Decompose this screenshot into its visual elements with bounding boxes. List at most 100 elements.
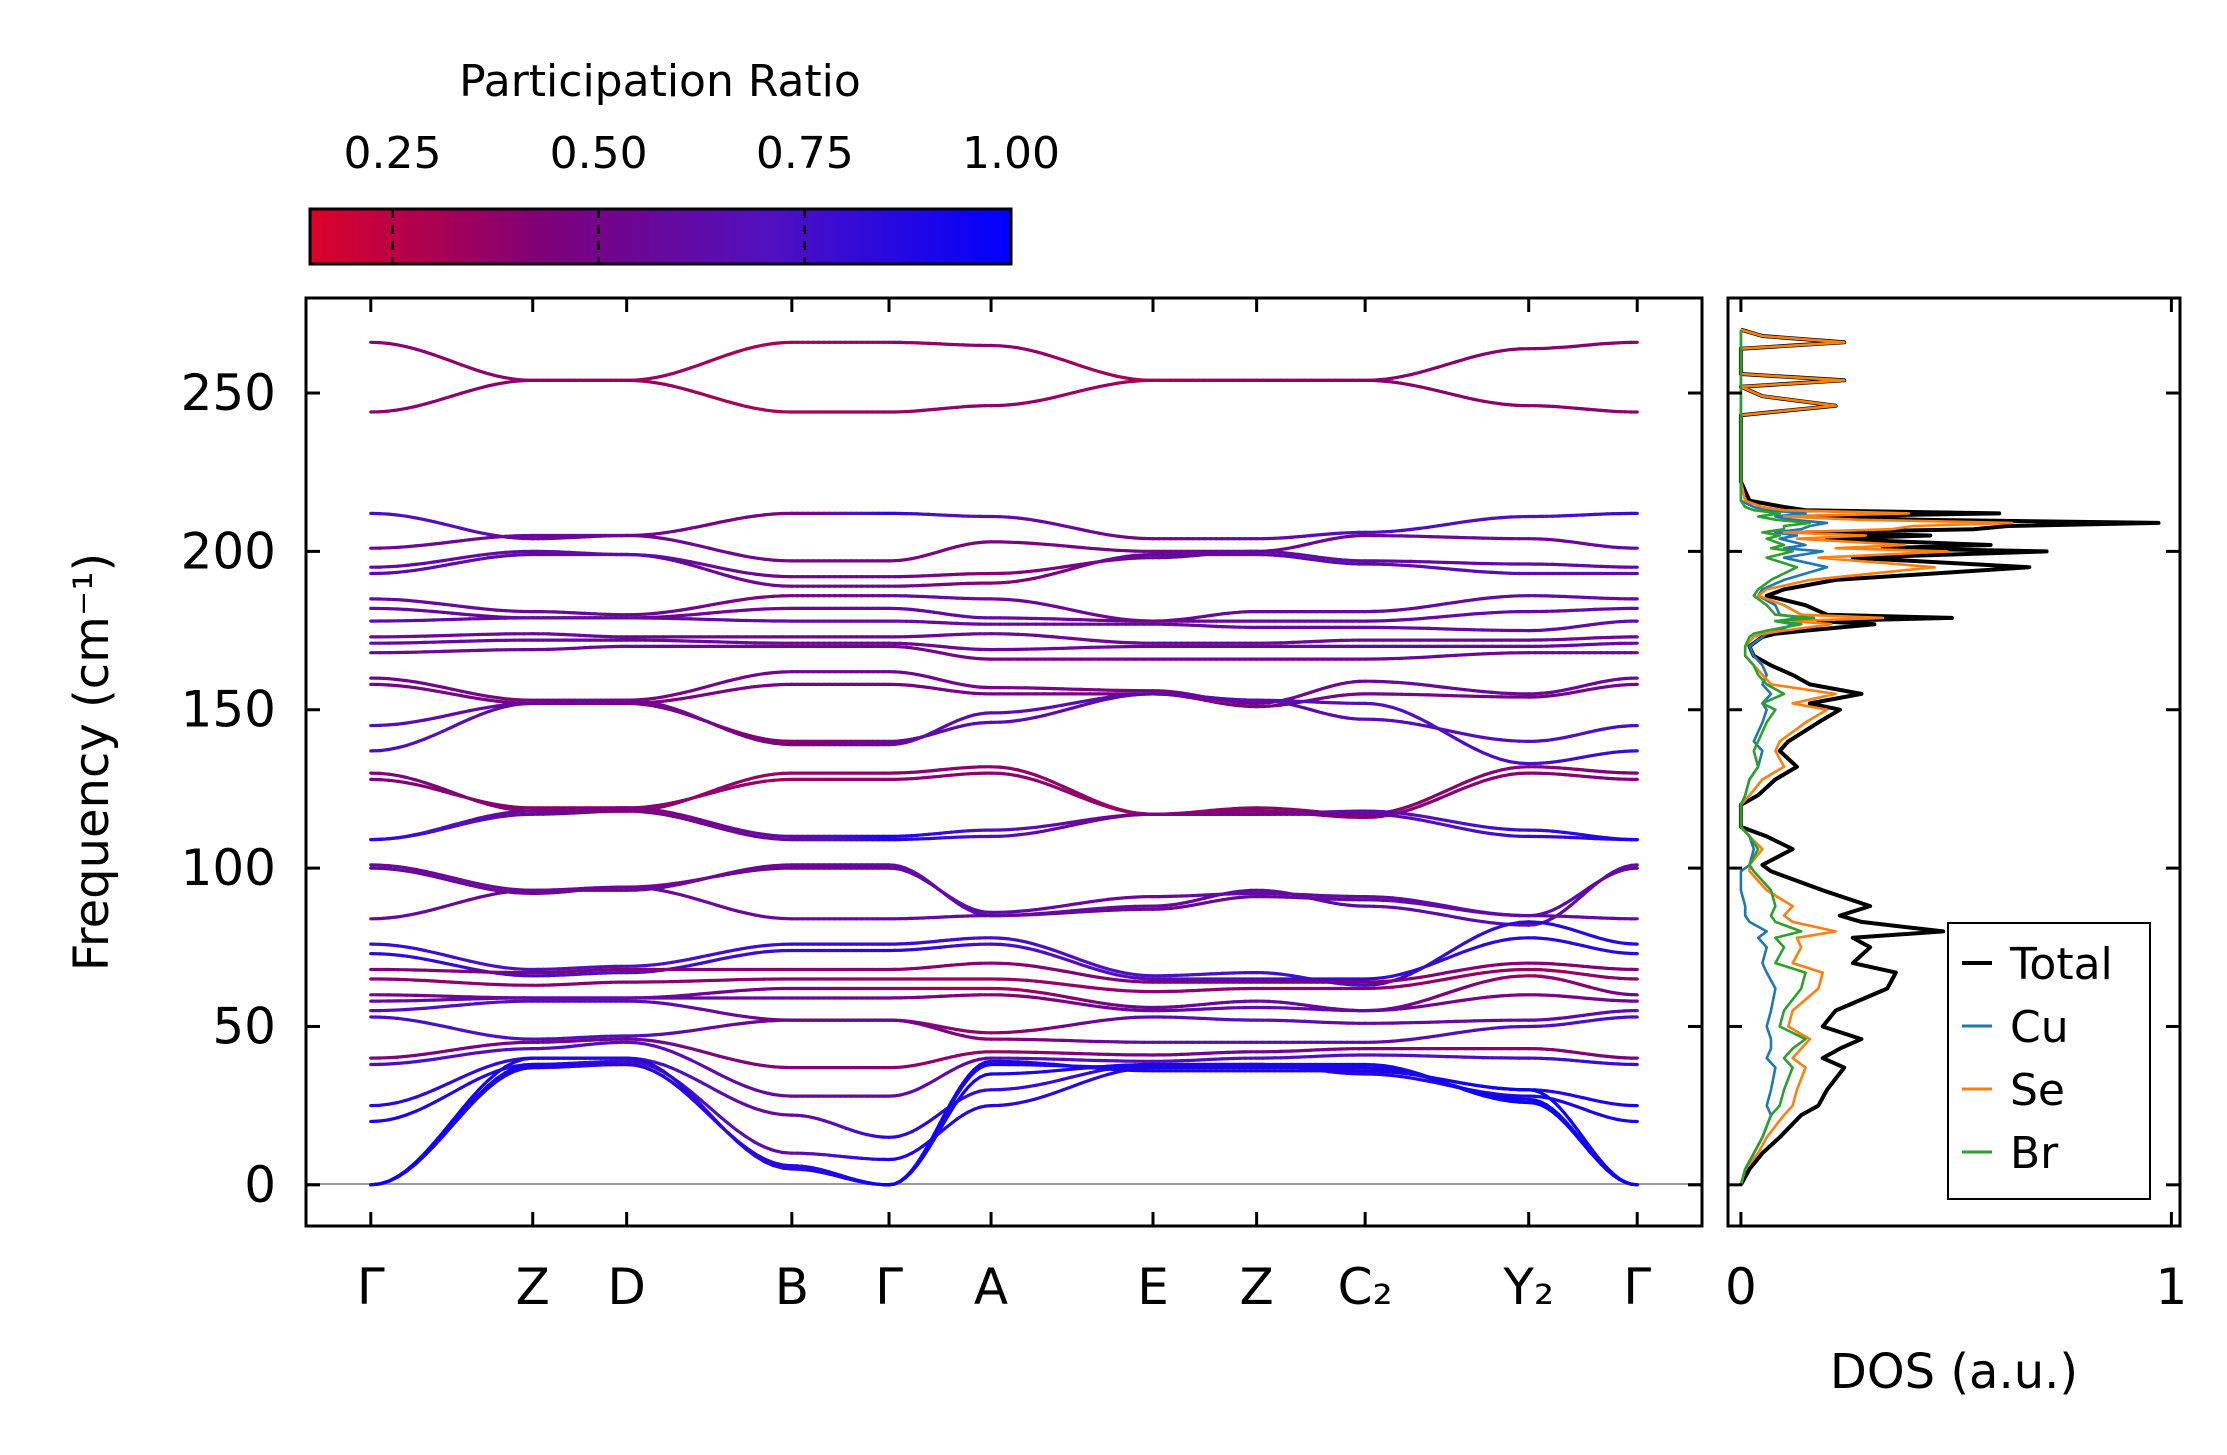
band-segment bbox=[1463, 782, 1476, 790]
band-segment bbox=[1436, 951, 1449, 961]
band-segment bbox=[1408, 800, 1422, 808]
band-segment bbox=[1061, 784, 1074, 793]
band-segment bbox=[1490, 754, 1504, 762]
band-segment bbox=[1070, 788, 1083, 797]
band-segment bbox=[1454, 786, 1467, 794]
band-b137 bbox=[369, 692, 1639, 766]
colorbar-tick-label: 0.50 bbox=[550, 128, 648, 179]
band-segment bbox=[1070, 792, 1083, 799]
band-segment bbox=[707, 356, 721, 363]
colorbar-tick-label: 0.25 bbox=[343, 128, 441, 179]
band-b182 bbox=[369, 606, 1639, 623]
band-segment bbox=[1034, 773, 1047, 781]
band-b195 bbox=[369, 549, 1639, 579]
band-opt-244 bbox=[369, 378, 1639, 414]
band-segment bbox=[1061, 788, 1074, 796]
band-segment bbox=[1436, 793, 1449, 801]
band-segment bbox=[1427, 797, 1440, 805]
band-segment bbox=[1472, 773, 1485, 781]
colorbar-title: Participation Ratio bbox=[459, 56, 861, 107]
band-segment bbox=[414, 737, 427, 745]
band-segment bbox=[725, 780, 739, 788]
band-b173 bbox=[369, 632, 1639, 645]
band-opt-266 bbox=[369, 340, 1639, 382]
band-segment bbox=[698, 391, 711, 398]
band-segment bbox=[1463, 776, 1476, 785]
band-segment bbox=[1445, 946, 1458, 956]
band-segment bbox=[707, 720, 721, 728]
band-segment bbox=[1454, 780, 1467, 789]
band-segment bbox=[1490, 924, 1504, 932]
band-segment bbox=[680, 709, 693, 717]
band-segment bbox=[1418, 801, 1431, 808]
band-segment bbox=[459, 717, 472, 725]
band-b84 bbox=[369, 885, 1639, 921]
band-segment bbox=[1052, 780, 1065, 789]
band-segment bbox=[1481, 751, 1495, 759]
band-b168 bbox=[369, 644, 1639, 661]
band-segment bbox=[716, 724, 730, 732]
band-segment bbox=[1399, 972, 1413, 980]
band-segment bbox=[725, 728, 739, 736]
band-segment bbox=[689, 713, 702, 721]
band-segment bbox=[468, 713, 481, 721]
band-b68 bbox=[369, 961, 1639, 984]
band-segment bbox=[432, 729, 445, 737]
band-segment bbox=[698, 359, 711, 367]
band-segment bbox=[1079, 792, 1092, 801]
band-segment bbox=[1399, 708, 1413, 716]
colorbar: Participation Ratio 0.25 0.50 0.75 1.00 bbox=[308, 56, 1060, 266]
band-segment bbox=[1629, 863, 1639, 868]
band-segment bbox=[1463, 936, 1476, 945]
band-segment bbox=[680, 366, 693, 373]
band-b109b bbox=[369, 809, 1639, 842]
band-b73 bbox=[369, 936, 1639, 981]
band-segment bbox=[1436, 726, 1449, 736]
band-segment bbox=[1408, 712, 1422, 721]
band-segment bbox=[1472, 931, 1485, 940]
band-segment bbox=[1445, 731, 1458, 741]
band-b178 bbox=[369, 616, 1639, 633]
band-segment bbox=[441, 725, 454, 733]
band-segment bbox=[1472, 779, 1485, 786]
band-segment bbox=[1463, 742, 1476, 751]
band-segment bbox=[423, 733, 436, 741]
band-segment bbox=[707, 787, 721, 794]
band-segment bbox=[1418, 796, 1431, 805]
band-segment bbox=[735, 731, 748, 739]
band-segment bbox=[1445, 953, 1458, 961]
band-segment bbox=[450, 721, 463, 729]
band-segment bbox=[1052, 784, 1065, 792]
band-segment bbox=[1079, 795, 1092, 803]
band-segment bbox=[477, 710, 490, 717]
band-segment bbox=[725, 350, 739, 357]
band-segment bbox=[1472, 746, 1485, 755]
band-segment bbox=[689, 363, 702, 370]
band-b160 bbox=[369, 670, 1639, 706]
band-b201 bbox=[369, 533, 1639, 563]
band-segment bbox=[698, 565, 711, 573]
band-segment bbox=[1454, 737, 1467, 746]
band-segment bbox=[1408, 804, 1422, 812]
band-segment bbox=[1427, 960, 1440, 968]
band-segment bbox=[1445, 784, 1458, 793]
band-segment bbox=[1436, 956, 1449, 964]
band-segment bbox=[1418, 963, 1431, 971]
colorbar-ticks: 0.25 0.50 0.75 1.00 bbox=[343, 128, 1060, 264]
band-segment bbox=[716, 353, 730, 360]
band-segment bbox=[1427, 721, 1440, 730]
phonon-bands bbox=[369, 340, 1639, 1187]
band-b65 bbox=[369, 967, 1639, 994]
band-segment bbox=[1463, 946, 1476, 953]
band-segment bbox=[1043, 776, 1056, 785]
band-segment bbox=[1436, 788, 1449, 797]
band-segment bbox=[716, 783, 730, 791]
colorbar-tick-label: 1.00 bbox=[962, 128, 1060, 179]
band-b193 bbox=[369, 552, 1639, 588]
band-b60 bbox=[369, 974, 1639, 1013]
band-b171 bbox=[369, 638, 1639, 652]
band-segment bbox=[1481, 927, 1495, 935]
band-segment bbox=[670, 369, 684, 376]
